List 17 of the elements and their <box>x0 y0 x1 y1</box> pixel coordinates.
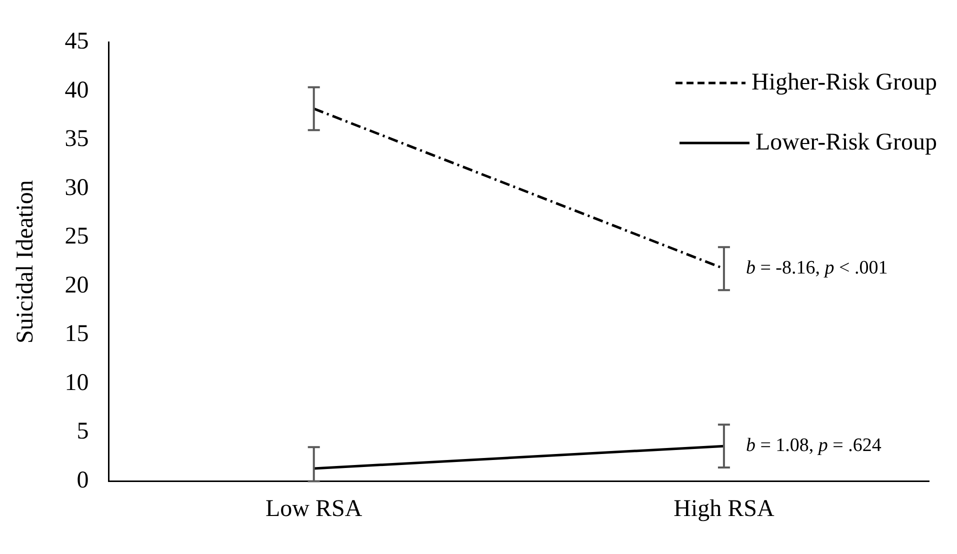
legend-label: Lower-Risk Group <box>756 129 938 156</box>
annotation: b = 1.08, p = .624 <box>746 435 882 456</box>
y-tick-label: 5 <box>76 418 89 445</box>
y-tick-label: 25 <box>64 224 89 250</box>
y-tick-label: 10 <box>64 370 89 396</box>
y-tick-label: 20 <box>64 272 89 298</box>
legend-label: Higher-Risk Group <box>752 69 938 96</box>
y-tick-label: 35 <box>64 126 89 152</box>
y-tick-label: 30 <box>64 174 89 201</box>
y-tick-label: 15 <box>64 321 89 348</box>
annotation: b = -8.16, p < .001 <box>746 258 888 279</box>
x-tick-label: Low RSA <box>266 496 363 522</box>
y-axis-title: Suicidal Ideation <box>12 180 39 344</box>
y-tick-label: 45 <box>64 28 89 55</box>
y-tick-label: 40 <box>64 77 89 104</box>
x-tick-label: High RSA <box>674 496 775 522</box>
y-tick-label: 0 <box>76 467 89 494</box>
